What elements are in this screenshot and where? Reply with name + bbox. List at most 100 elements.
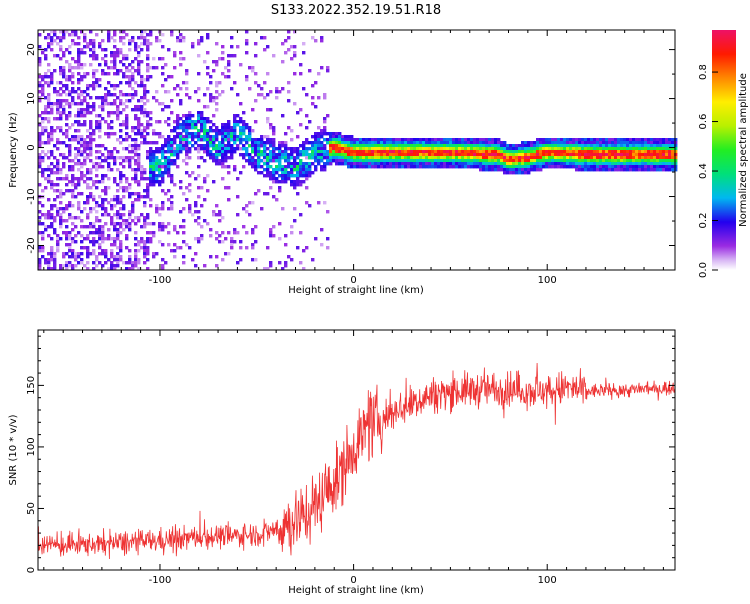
heatmap-cell <box>299 213 303 217</box>
heatmap-cell <box>221 150 225 154</box>
heatmap-cell <box>278 165 282 169</box>
heatmap-cell <box>377 144 381 148</box>
heatmap-cell <box>614 159 618 163</box>
heatmap-cell <box>95 180 99 184</box>
heatmap-cell <box>404 150 408 154</box>
heatmap-cell <box>227 120 231 124</box>
heatmap-cell <box>167 162 171 166</box>
heatmap-cell <box>647 144 651 148</box>
heatmap-cell <box>77 147 81 151</box>
heatmap-cell <box>293 168 297 172</box>
heatmap-cell <box>515 171 519 175</box>
heatmap-cell <box>197 72 201 76</box>
heatmap-cell <box>125 66 129 70</box>
heatmap-cell <box>608 159 612 163</box>
heatmap-cell <box>107 201 111 205</box>
heatmap-cell <box>86 183 90 187</box>
heatmap-cell <box>143 111 147 115</box>
heatmap-cell <box>521 162 525 166</box>
heatmap-cell <box>92 48 96 52</box>
heatmap-cell <box>266 135 270 139</box>
heatmap-cell <box>149 153 153 157</box>
heatmap-cell <box>203 132 207 136</box>
heatmap-cell <box>77 108 81 112</box>
heatmap-cell <box>662 168 666 172</box>
heatmap-cell <box>65 78 69 82</box>
heatmap-cell <box>80 246 84 250</box>
heatmap-cell <box>590 147 594 151</box>
heatmap-cell <box>650 165 654 169</box>
heatmap-cell <box>254 240 258 244</box>
heatmap-cell <box>266 267 270 271</box>
heatmap-cell <box>80 66 84 70</box>
heatmap-cell <box>260 144 264 148</box>
heatmap-cell <box>659 162 663 166</box>
heatmap-cell <box>140 75 144 79</box>
heatmap-cell <box>137 54 141 58</box>
heatmap-cell <box>350 141 354 145</box>
heatmap-cell <box>227 186 231 190</box>
heatmap-cell <box>77 63 81 67</box>
heatmap-cell <box>77 120 81 124</box>
heatmap-cell <box>137 132 141 136</box>
heatmap-cell <box>359 144 363 148</box>
heatmap-cell <box>266 171 270 175</box>
heatmap-cell <box>326 150 330 154</box>
chart-title: S133.2022.352.19.51.R18 <box>271 3 441 18</box>
heatmap-cell <box>401 156 405 160</box>
heatmap-cell <box>302 180 306 184</box>
heatmap-cell <box>101 72 105 76</box>
heatmap-cell <box>74 234 78 238</box>
heatmap-cell <box>278 156 282 160</box>
heatmap-cell <box>260 165 264 169</box>
heatmap-cell <box>119 171 123 175</box>
heatmap-cell <box>533 147 537 151</box>
heatmap-cell <box>401 141 405 145</box>
heatmap-cell <box>59 237 63 241</box>
heatmap-cell <box>44 117 48 121</box>
heatmap-cell <box>191 144 195 148</box>
heatmap-cell <box>653 162 657 166</box>
heatmap-cell <box>149 33 153 37</box>
heatmap-cell <box>611 165 615 169</box>
heatmap-cell <box>71 237 75 241</box>
heatmap-cell <box>137 117 141 121</box>
heatmap-cell <box>158 168 162 172</box>
heatmap-cell <box>161 147 165 151</box>
heatmap-cell <box>449 162 453 166</box>
heatmap-cell <box>209 126 213 130</box>
heatmap-cell <box>296 150 300 154</box>
heatmap-cell <box>128 267 132 271</box>
heatmap-cell <box>305 147 309 151</box>
heatmap-cells <box>38 30 678 271</box>
heatmap-cell <box>128 183 132 187</box>
heatmap-cell <box>146 57 150 61</box>
heatmap-cell <box>113 57 117 61</box>
heatmap-cell <box>77 141 81 145</box>
heatmap-cell <box>458 144 462 148</box>
heatmap-cell <box>245 135 249 139</box>
heatmap-cell <box>482 165 486 169</box>
heatmap-cell <box>272 150 276 154</box>
heatmap-cell <box>461 165 465 169</box>
heatmap-cell <box>155 120 159 124</box>
heatmap-cell <box>224 123 228 127</box>
heatmap-cell <box>227 63 231 67</box>
heatmap-cell <box>338 138 342 142</box>
heatmap-cell <box>215 156 219 160</box>
heatmap-cell <box>398 159 402 163</box>
heatmap-cell <box>176 126 180 130</box>
heatmap-cell <box>218 219 222 223</box>
heatmap-cell <box>119 174 123 178</box>
heatmap-cell <box>188 204 192 208</box>
heatmap-cell <box>446 165 450 169</box>
heatmap-cell <box>365 144 369 148</box>
heatmap-cell <box>194 201 198 205</box>
heatmap-cell <box>224 126 228 130</box>
heatmap-cell <box>296 153 300 157</box>
heatmap-cell <box>392 156 396 160</box>
heatmap-cell <box>407 150 411 154</box>
heatmap-cell <box>50 255 54 259</box>
heatmap-cell <box>674 159 678 163</box>
heatmap-cell <box>125 180 129 184</box>
